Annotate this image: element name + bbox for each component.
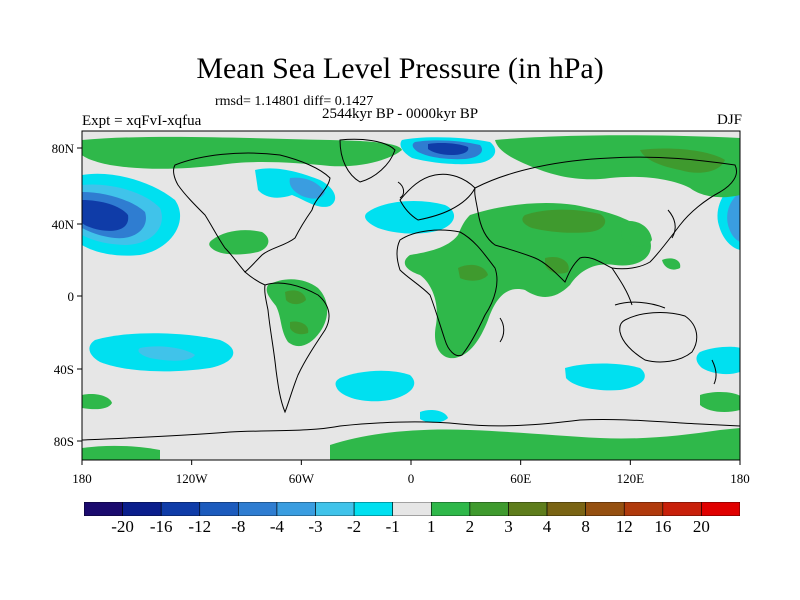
anomaly-low-greenland-center bbox=[428, 143, 469, 155]
anomaly-high-indian bbox=[545, 256, 569, 274]
anomaly-high-south-atlantic-east bbox=[700, 392, 740, 413]
anomaly-high-samerica-core bbox=[285, 290, 306, 305]
coast-japan bbox=[667, 209, 676, 239]
colorbar-swatch bbox=[276, 502, 316, 516]
longitude-axis: 180 120W 60W 0 60E 120E 180 bbox=[72, 460, 750, 486]
lat-label-0: 0 bbox=[68, 289, 75, 304]
colorbar-swatch bbox=[238, 502, 278, 516]
coast-asia bbox=[474, 156, 737, 283]
colorbar-swatch bbox=[701, 502, 740, 516]
anomaly-high-asia-africa bbox=[404, 203, 651, 359]
colorbar-label: 20 bbox=[692, 517, 710, 536]
lat-label-80N: 80N bbox=[52, 141, 75, 156]
anomaly-high-samerica bbox=[266, 279, 328, 347]
anomaly-high-south-atlantic-west bbox=[82, 393, 112, 410]
lon-label-180: 180 bbox=[72, 471, 92, 486]
anomaly-high-antarctic bbox=[330, 428, 740, 460]
lon-label-120E: 120E bbox=[617, 471, 645, 486]
colorbar-label: 3 bbox=[504, 517, 513, 536]
colorbar-swatch bbox=[315, 502, 355, 516]
lon-label-60W: 60W bbox=[289, 471, 315, 486]
colorbar-swatch bbox=[84, 502, 123, 516]
coast-antarctica bbox=[82, 418, 740, 441]
colorbar-label: 2 bbox=[465, 517, 475, 536]
colorbar-swatch bbox=[392, 502, 432, 516]
coast-europe bbox=[399, 173, 476, 221]
map-background bbox=[82, 131, 740, 460]
anomaly-low-spacific-core bbox=[138, 346, 195, 361]
anomaly-high-east-asia bbox=[620, 220, 652, 247]
colorbar-label: 8 bbox=[581, 517, 590, 536]
coast-indonesia bbox=[614, 301, 666, 309]
coast-greenland bbox=[339, 138, 396, 183]
colorbar-label: -4 bbox=[269, 517, 285, 536]
colorbar-label: -2 bbox=[347, 517, 362, 536]
rmsd-diff-label: rmsd= 1.14801 diff= 0.1427 bbox=[215, 94, 374, 109]
coast-north-america bbox=[173, 152, 331, 273]
anomaly-low-npacific-west-center bbox=[82, 200, 129, 231]
positive-anomaly-regions bbox=[82, 135, 740, 460]
colorbar-swatch bbox=[160, 502, 201, 516]
anomaly-low-satlantic bbox=[335, 370, 415, 402]
latitude-axis: 80N 40N 0 40S 80S bbox=[52, 141, 82, 449]
colorbar-swatch bbox=[662, 502, 702, 516]
map-field bbox=[82, 131, 740, 460]
anomaly-low-mediterranean bbox=[365, 200, 455, 234]
lon-label-180: 180 bbox=[730, 471, 750, 486]
anomaly-high-saharan bbox=[458, 264, 488, 281]
colorbar-label: -1 bbox=[385, 517, 400, 536]
colorbar-label: 12 bbox=[615, 517, 633, 536]
colorbar-swatch bbox=[469, 502, 509, 516]
anomaly-low-npacific-east-core bbox=[727, 192, 740, 242]
anomaly-high-pacific-islands bbox=[662, 258, 681, 270]
season-label: DJF bbox=[716, 112, 742, 128]
coast-africa bbox=[396, 229, 498, 357]
colorbar bbox=[84, 502, 740, 516]
anomaly-high-namerica bbox=[209, 230, 269, 255]
anomaly-high-central-asia bbox=[522, 209, 606, 233]
colorbar-swatch bbox=[585, 502, 625, 516]
colorbar-label: -3 bbox=[308, 517, 323, 536]
lat-label-80S: 80S bbox=[54, 434, 74, 449]
coast-central-america bbox=[244, 271, 266, 286]
anomaly-low-sindian bbox=[565, 363, 645, 391]
colorbar-label: 16 bbox=[654, 517, 672, 536]
colorbar-label: -8 bbox=[231, 517, 246, 536]
colorbar-swatch bbox=[199, 502, 239, 516]
colorbar-swatch bbox=[430, 502, 471, 516]
anomaly-high-siberia-core bbox=[640, 148, 725, 173]
lon-label-60E: 60E bbox=[510, 471, 531, 486]
lon-label-120W: 120W bbox=[176, 471, 209, 486]
coast-australia bbox=[619, 312, 698, 363]
lat-label-40S: 40S bbox=[54, 362, 74, 377]
negative-anomaly-regions bbox=[82, 137, 740, 423]
anomaly-low-hudson bbox=[289, 177, 325, 199]
coast-south-america bbox=[264, 282, 330, 414]
lon-label-0: 0 bbox=[408, 471, 415, 486]
period-label: 2544kyr BP - 0000kyr BP bbox=[322, 106, 479, 122]
coastlines bbox=[82, 138, 740, 441]
coast-new-zealand bbox=[711, 359, 717, 385]
anomaly-low-antarctic-patch bbox=[420, 410, 448, 423]
anomaly-high-antarctic-west bbox=[82, 445, 160, 460]
experiment-label: Expt = xqFvI-xqfua bbox=[82, 113, 202, 129]
colorbar-label: 1 bbox=[427, 517, 436, 536]
colorbar-label: -20 bbox=[111, 517, 134, 536]
colorbar-swatch bbox=[353, 502, 394, 516]
lat-label-40N: 40N bbox=[52, 217, 75, 232]
chart-title: Mean Sea Level Pressure (in hPa) bbox=[196, 52, 604, 85]
colorbar-swatch bbox=[508, 502, 548, 516]
colorbar-label: -16 bbox=[149, 517, 173, 536]
coast-uk bbox=[397, 181, 405, 199]
colorbar-swatch bbox=[122, 502, 162, 516]
colorbar-label: 4 bbox=[542, 517, 552, 536]
coast-madagascar bbox=[499, 317, 505, 343]
anomaly-low-spacific-east bbox=[696, 346, 740, 375]
colorbar-swatch bbox=[623, 502, 664, 516]
colorbar-swatch bbox=[546, 502, 586, 516]
anomaly-high-amazon bbox=[290, 321, 309, 335]
colorbar-label: -12 bbox=[188, 517, 212, 536]
